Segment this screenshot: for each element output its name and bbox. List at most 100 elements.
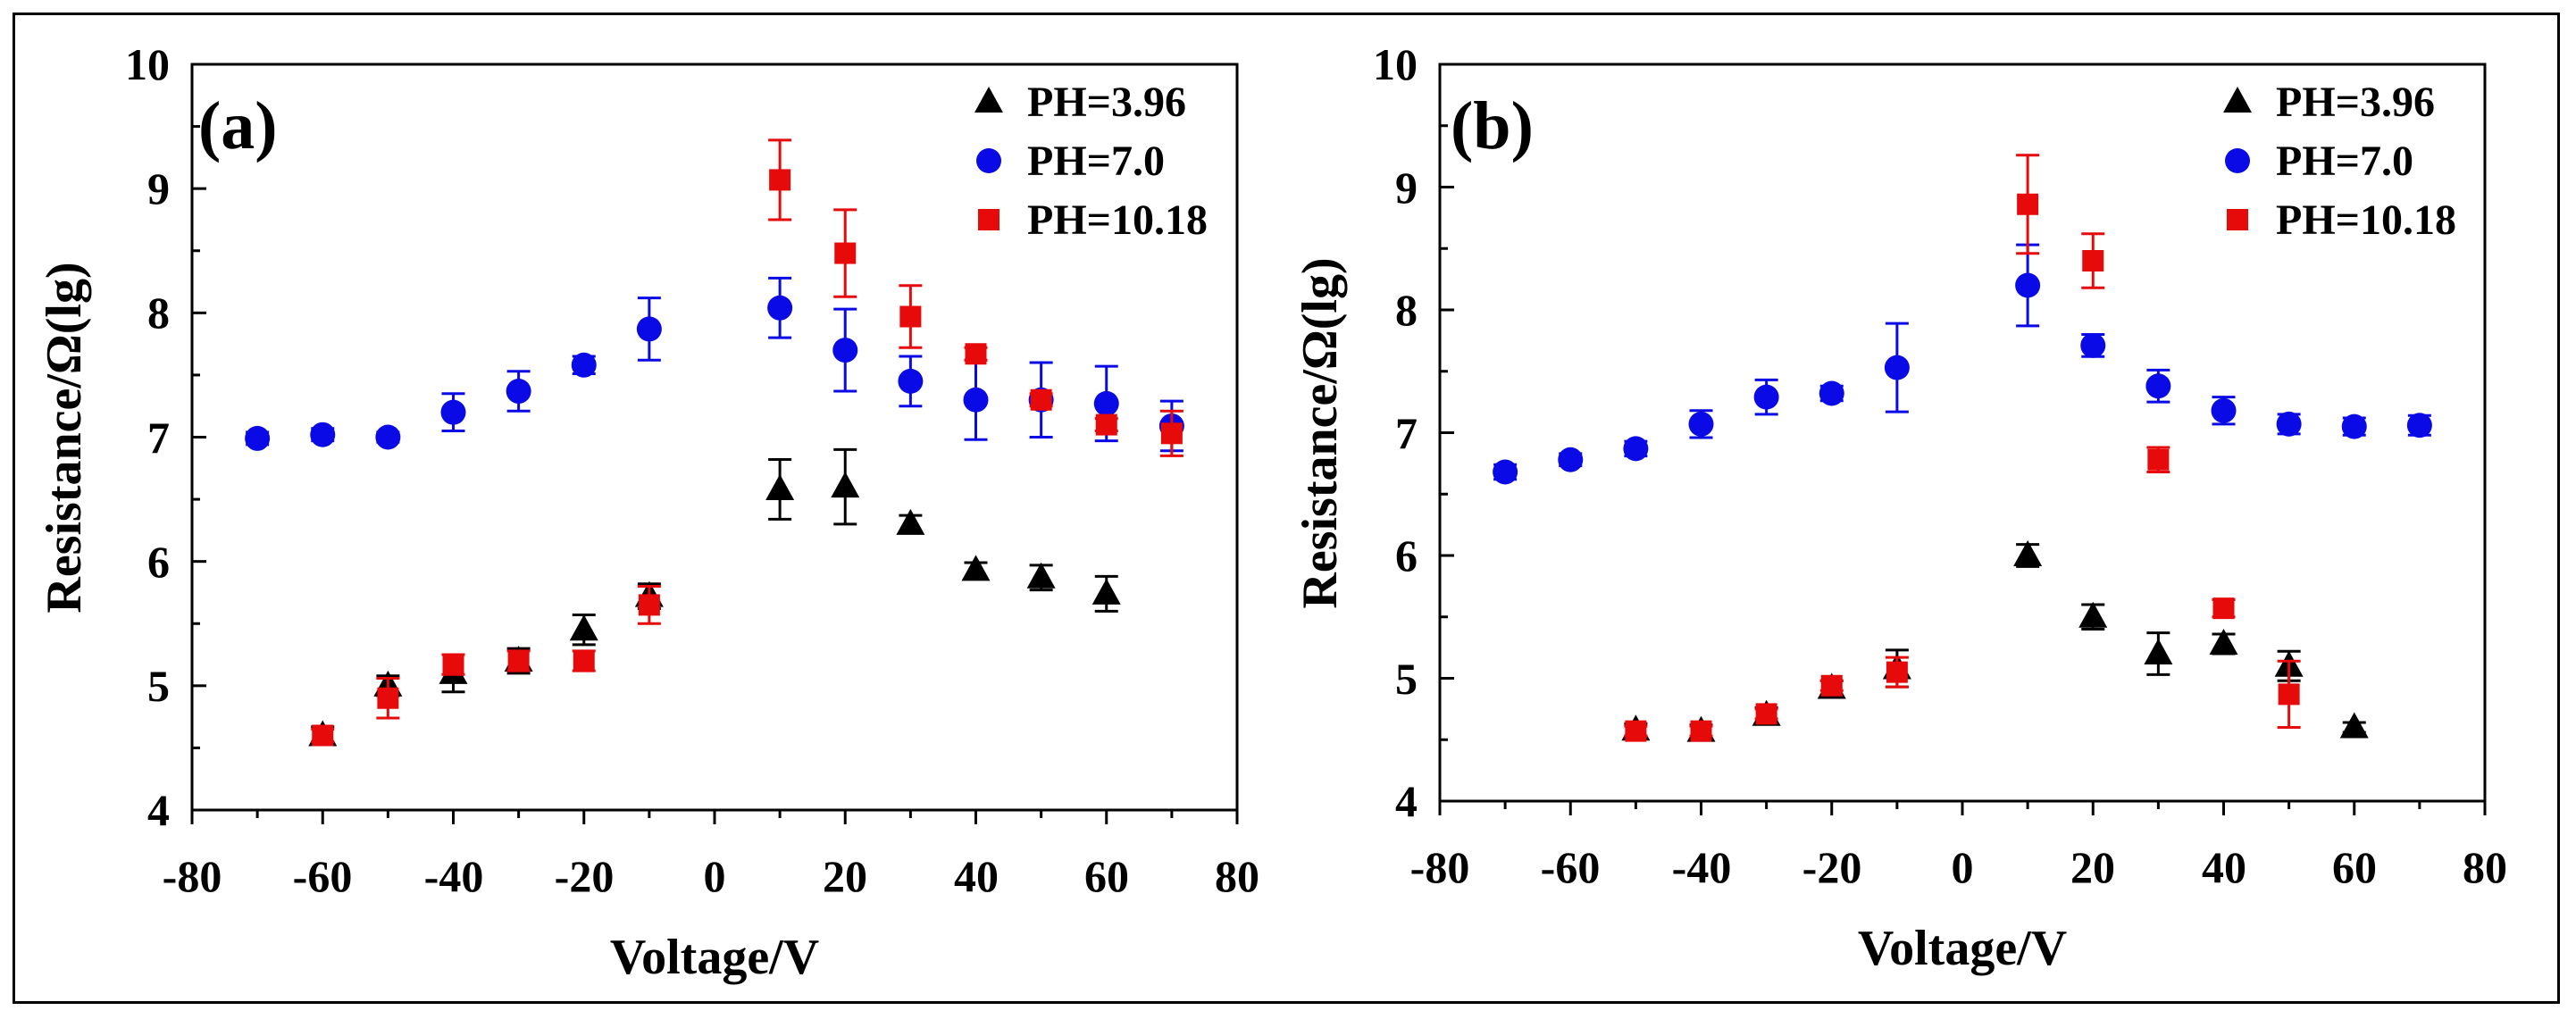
legend-markers bbox=[2223, 87, 2252, 230]
y-tick-label: 6 bbox=[1395, 530, 1418, 580]
data-point-circle bbox=[2015, 272, 2041, 298]
data-marks bbox=[245, 138, 1184, 747]
x-tick-labels: -80 -60 -40 -20 0 20 40 60 80 bbox=[1410, 842, 2507, 892]
figure-frame bbox=[13, 13, 2560, 1004]
data-point-square bbox=[965, 343, 987, 365]
x-tick-label: -80 bbox=[163, 851, 222, 901]
data-point-circle bbox=[1493, 459, 1518, 485]
data-point-circle bbox=[1623, 436, 1649, 462]
data-point-triangle bbox=[831, 472, 860, 498]
data-point-triangle bbox=[961, 555, 991, 581]
data-point-circle bbox=[2211, 397, 2237, 423]
legend-marker-circle bbox=[2225, 148, 2250, 173]
x-tick-label: 80 bbox=[1215, 851, 1259, 901]
y-tick-label: 4 bbox=[147, 785, 170, 835]
data-point-square bbox=[1690, 720, 1712, 742]
x-axis-label: Voltage/V bbox=[1858, 921, 2067, 976]
data-point-circle bbox=[571, 352, 597, 378]
x-tick-label: -40 bbox=[424, 851, 484, 901]
data-point-circle bbox=[1819, 380, 1844, 406]
legend: PH=3.96 PH=7.0 PH=10.18 bbox=[1027, 79, 1208, 244]
x-tick-label: -60 bbox=[1541, 842, 1601, 892]
data-point-square bbox=[2278, 683, 2300, 706]
y-tick-label: 8 bbox=[147, 288, 170, 338]
data-point-circle bbox=[1558, 447, 1584, 472]
data-point-triangle bbox=[2339, 712, 2369, 739]
axis-ticks bbox=[190, 63, 1239, 824]
data-point-circle bbox=[1093, 390, 1119, 416]
data-point-circle bbox=[2276, 411, 2302, 437]
legend-marker-square bbox=[978, 209, 999, 230]
data-point-square bbox=[1820, 674, 1843, 697]
y-tick-label: 6 bbox=[147, 537, 170, 587]
y-tick-label: 9 bbox=[1395, 163, 1418, 213]
y-tick-label: 8 bbox=[1395, 285, 1418, 335]
legend-label: PH=3.96 bbox=[1027, 79, 1186, 126]
x-tick-label: 60 bbox=[2332, 842, 2377, 892]
data-point-circle bbox=[1688, 411, 1714, 437]
x-axis-label: Voltage/V bbox=[610, 930, 819, 985]
data-point-circle bbox=[898, 368, 924, 394]
legend-marker-triangle bbox=[2223, 87, 2252, 113]
data-point-square bbox=[2212, 597, 2235, 620]
data-point-circle bbox=[2341, 413, 2367, 439]
data-point-triangle bbox=[2144, 639, 2173, 664]
data-point-triangle bbox=[569, 614, 598, 641]
data-point-triangle bbox=[765, 473, 795, 500]
data-point-square bbox=[1625, 720, 1647, 742]
x-tick-labels: -80 -60 -40 -20 0 20 40 60 80 bbox=[163, 851, 1259, 901]
y-tick-label: 10 bbox=[125, 39, 170, 89]
data-point-triangle bbox=[896, 508, 925, 535]
data-point-triangle bbox=[2209, 629, 2238, 655]
data-point-circle bbox=[310, 422, 336, 447]
y-tick-label: 7 bbox=[147, 413, 170, 463]
panel-label: (b) bbox=[1451, 88, 1534, 163]
y-tick-label: 5 bbox=[147, 661, 170, 711]
data-point-triangle bbox=[1091, 578, 1121, 605]
data-point-circle bbox=[2406, 413, 2432, 439]
x-tick-label: 60 bbox=[1084, 851, 1129, 901]
data-point-circle bbox=[375, 424, 401, 450]
data-point-square bbox=[2017, 193, 2039, 215]
data-point-square bbox=[1030, 388, 1052, 411]
y-tick-label: 7 bbox=[1395, 408, 1418, 458]
data-point-circle bbox=[1884, 355, 1910, 380]
legend: PH=3.96 PH=7.0 PH=10.18 bbox=[2276, 79, 2456, 244]
y-tick-label: 5 bbox=[1395, 654, 1418, 704]
y-axis-label: Resistance/Ω(lg) bbox=[1292, 257, 1348, 608]
x-tick-label: -60 bbox=[293, 851, 353, 901]
data-marks bbox=[1493, 154, 2432, 742]
data-point-circle bbox=[636, 316, 662, 342]
data-point-circle bbox=[1753, 384, 1779, 410]
data-point-triangle bbox=[2078, 601, 2108, 628]
x-tick-label: 20 bbox=[2070, 842, 2115, 892]
legend-label: PH=7.0 bbox=[2276, 138, 2413, 185]
data-point-triangle bbox=[1026, 562, 1056, 589]
y-tick-label: 10 bbox=[1373, 39, 1418, 89]
y-tick-labels: 4 5 6 7 8 9 10 bbox=[125, 39, 170, 835]
x-tick-label: -80 bbox=[1410, 842, 1470, 892]
data-point-square bbox=[2082, 250, 2104, 271]
data-point-circle bbox=[440, 399, 466, 425]
data-point-square bbox=[1886, 661, 1908, 683]
y-axis-label: Resistance/Ω(lg) bbox=[37, 262, 92, 613]
data-point-square bbox=[573, 650, 595, 672]
data-point-square bbox=[377, 687, 399, 709]
data-point-square bbox=[507, 650, 530, 672]
data-point-square bbox=[1160, 422, 1183, 445]
data-point-triangle bbox=[2013, 540, 2043, 566]
x-tick-label: 40 bbox=[954, 851, 999, 901]
x-tick-label: 0 bbox=[704, 851, 726, 901]
y-tick-label: 9 bbox=[147, 163, 170, 213]
x-tick-label: 80 bbox=[2463, 842, 2507, 892]
data-point-circle bbox=[767, 295, 793, 321]
data-point-square bbox=[442, 654, 464, 676]
y-tick-labels: 4 5 6 7 8 9 10 bbox=[1373, 39, 1418, 826]
legend-markers bbox=[974, 87, 1003, 230]
x-tick-label: 20 bbox=[823, 851, 867, 901]
x-tick-label: -20 bbox=[1802, 842, 1862, 892]
data-point-square bbox=[899, 305, 922, 328]
legend-label: PH=7.0 bbox=[1027, 138, 1165, 185]
x-tick-label: -20 bbox=[555, 851, 615, 901]
